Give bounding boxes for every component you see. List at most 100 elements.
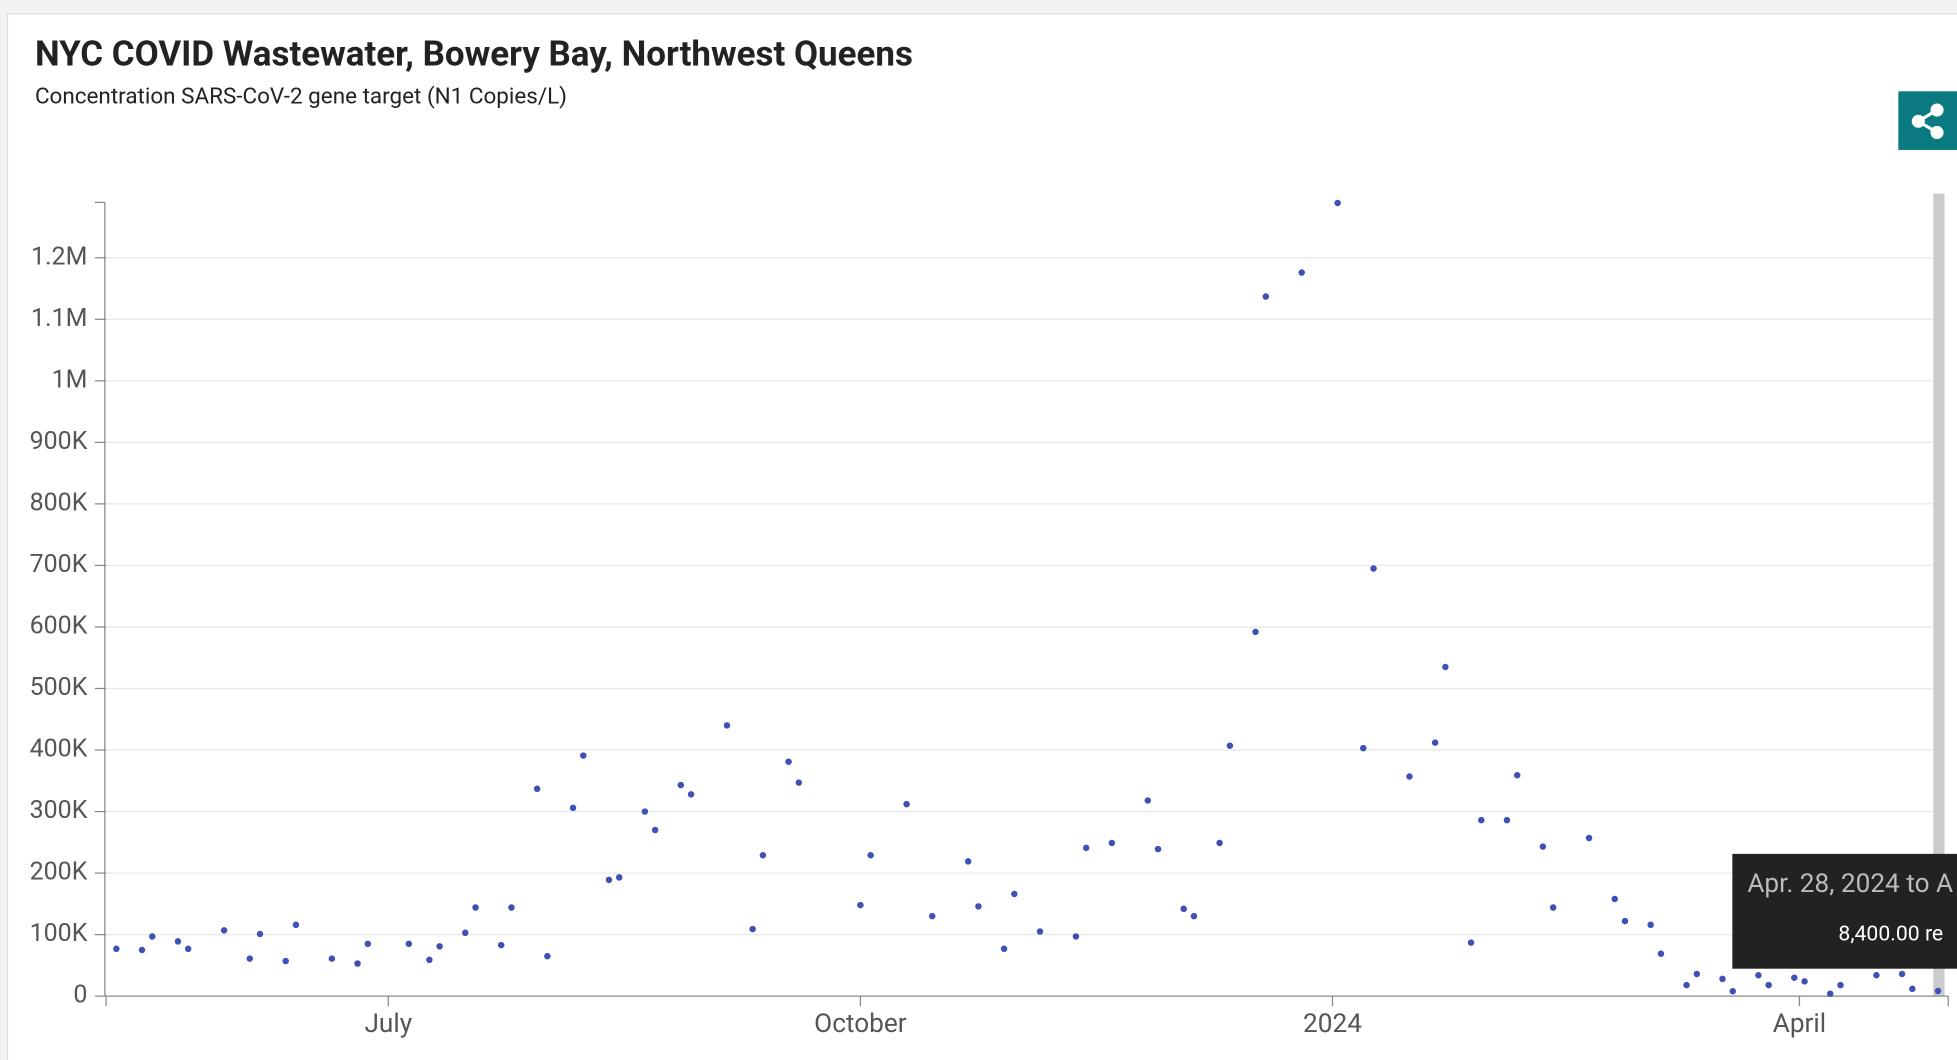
y-tick-label: 900K [30, 427, 88, 456]
point [1585, 834, 1593, 842]
y-tick-label: 0 [73, 981, 87, 1010]
point [723, 722, 731, 729]
point [354, 960, 361, 967]
point [1478, 816, 1485, 824]
point [605, 876, 613, 884]
point [1826, 990, 1834, 997]
share-bg[interactable] [1898, 91, 1957, 150]
point [174, 938, 182, 945]
y-tick-label: 100K [30, 919, 88, 948]
point [1072, 933, 1080, 940]
y-tick-label: 300K [30, 796, 88, 825]
point [1683, 981, 1690, 989]
point [580, 752, 587, 759]
point [436, 943, 443, 950]
point [569, 804, 577, 812]
point [964, 858, 972, 865]
point [246, 955, 254, 962]
point [1729, 987, 1736, 995]
point [1011, 890, 1018, 898]
tooltip: Apr. 28, 2024 to A 8,400.00 re [1732, 853, 1957, 969]
point [1216, 839, 1223, 847]
point [1036, 928, 1044, 935]
x-tick-label: 2024 [1303, 1009, 1362, 1039]
y-tick-label: 500K [30, 673, 88, 702]
point [220, 927, 228, 934]
point [1406, 773, 1413, 780]
point [1431, 739, 1439, 746]
point [1647, 921, 1654, 929]
y-tick-label: 1.1M [31, 304, 87, 333]
point [328, 955, 336, 962]
point [426, 956, 433, 964]
point [282, 957, 289, 965]
tooltip-text: 8,400.00 re [1838, 922, 1943, 947]
point [1108, 839, 1116, 847]
point [1898, 970, 1906, 978]
point [1549, 904, 1557, 911]
point [497, 941, 505, 949]
point [1503, 816, 1511, 824]
point [1442, 663, 1449, 671]
share-icon [1911, 103, 1944, 140]
point [256, 930, 264, 938]
y-tick-label: 700K [30, 550, 88, 579]
point [1467, 939, 1475, 946]
y-tick-label: 1.2M [31, 242, 87, 271]
point [867, 852, 874, 859]
scrollbar[interactable] [1933, 193, 1945, 997]
point [364, 940, 372, 948]
point [462, 929, 469, 937]
y-tick-label: 600K [30, 612, 88, 641]
point [1298, 269, 1305, 276]
point [1154, 845, 1162, 853]
point [1190, 912, 1198, 920]
point [1513, 772, 1521, 779]
point [138, 946, 146, 954]
tooltip-bg [1732, 853, 1957, 969]
y-tick-label: 800K [30, 488, 88, 517]
point [1334, 199, 1341, 207]
point [1755, 971, 1762, 979]
point [1909, 985, 1916, 993]
point [651, 826, 659, 834]
point [749, 925, 756, 933]
point [641, 808, 649, 815]
share-button[interactable] [1898, 91, 1957, 150]
point [405, 940, 413, 948]
point [928, 912, 936, 920]
point [1934, 987, 1942, 995]
point [1226, 742, 1234, 749]
point [903, 800, 910, 808]
point [544, 952, 551, 960]
tooltip-title: Apr. 28, 2024 to A [1747, 869, 1953, 899]
y-tick-label: 400K [30, 735, 88, 764]
x-tick-label: July [364, 1009, 412, 1039]
point [975, 903, 982, 910]
y-tick-label: 200K [30, 858, 88, 887]
point [1837, 981, 1844, 989]
point [113, 945, 120, 953]
point [677, 781, 685, 789]
point [1873, 971, 1880, 979]
point [1252, 628, 1259, 636]
point [472, 904, 479, 911]
point [1370, 565, 1377, 572]
point [1657, 950, 1665, 957]
point [857, 901, 864, 909]
chart-title: NYC COVID Wastewater, Bowery Bay, Northw… [35, 34, 913, 75]
point [1144, 797, 1152, 804]
point [533, 785, 541, 793]
point [1262, 293, 1270, 300]
point [1180, 905, 1187, 913]
point [1082, 844, 1090, 852]
point [1801, 978, 1808, 985]
point [795, 779, 803, 786]
point [785, 758, 792, 765]
point [1539, 843, 1547, 850]
point [759, 852, 767, 859]
chart-subtitle: Concentration SARS-CoV-2 gene target (N1… [35, 83, 567, 109]
x-tick-label: October [814, 1009, 907, 1039]
